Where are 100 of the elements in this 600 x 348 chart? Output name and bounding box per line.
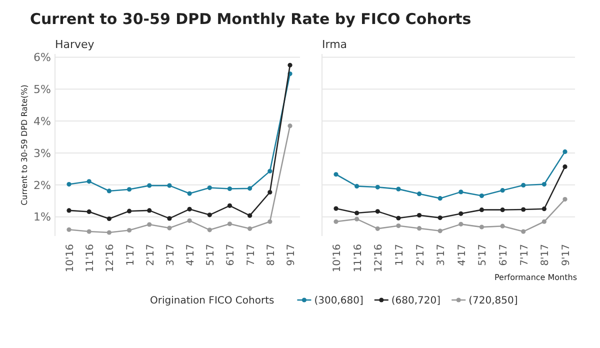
x-tick-label: 2'17	[145, 244, 156, 266]
legend-label: (680,720]	[391, 296, 441, 306]
point	[187, 191, 192, 196]
chart-subtitle: Harvey	[55, 38, 95, 51]
point	[479, 208, 484, 212]
y-tick-label: 2%	[34, 178, 51, 192]
x-tick-label: 12'16	[374, 244, 385, 272]
y-tick-label: 1%	[34, 210, 51, 224]
point	[147, 208, 152, 213]
point	[86, 229, 92, 234]
x-tick-label: 10'16	[332, 244, 343, 272]
point	[334, 206, 338, 211]
point	[438, 216, 442, 220]
point	[248, 226, 252, 231]
x-tick-label: 7'17	[246, 244, 257, 266]
x-tick-label: 10'16	[65, 244, 76, 272]
legend-label: (720,850]	[468, 296, 518, 306]
x-tick-label: 9'17	[561, 244, 572, 266]
x-tick-label: 6'17	[226, 244, 237, 266]
point	[207, 228, 212, 232]
point	[288, 62, 292, 68]
point	[562, 164, 568, 170]
x-tick-label: 7'17	[519, 244, 530, 266]
y-tick-label: 3%	[34, 146, 51, 160]
point	[126, 228, 132, 233]
x-tick-label: 8'17	[540, 244, 552, 266]
y-tick-label: 4%	[34, 114, 51, 128]
chart-subtitle: Irma	[322, 38, 348, 51]
point	[354, 184, 360, 188]
point	[416, 226, 422, 231]
point	[187, 218, 192, 223]
x-tick-label: 9'17	[286, 244, 297, 266]
y-tick-label: 6%	[34, 51, 51, 64]
point	[227, 186, 232, 192]
point	[458, 190, 464, 194]
point	[375, 226, 380, 231]
point	[396, 223, 401, 228]
point	[106, 216, 112, 222]
x-tick-label: 3'17	[165, 244, 176, 266]
point	[86, 179, 92, 184]
point	[207, 185, 212, 190]
point	[227, 203, 232, 208]
point	[438, 196, 442, 201]
point	[86, 209, 92, 214]
point	[167, 226, 172, 230]
x-tick-label: 5'17	[478, 244, 489, 266]
point	[479, 224, 484, 230]
point	[562, 196, 568, 202]
x-tick-label: 1'17	[394, 244, 406, 266]
point	[268, 168, 272, 174]
x-tick-label: 12'16	[105, 244, 116, 272]
point	[126, 208, 132, 214]
x-tick-label: 3'17	[436, 244, 448, 266]
point	[542, 219, 546, 224]
point	[375, 209, 380, 214]
point	[500, 224, 505, 228]
point	[187, 206, 192, 212]
point	[354, 210, 360, 216]
point	[438, 228, 442, 234]
point	[268, 219, 272, 224]
point	[66, 182, 72, 187]
point	[521, 229, 526, 234]
point	[396, 216, 401, 220]
point	[500, 188, 505, 193]
point	[521, 182, 526, 188]
point	[500, 208, 505, 212]
x-tick-label: 2'17	[415, 244, 426, 266]
point	[479, 193, 484, 198]
point	[334, 219, 338, 224]
point	[147, 222, 152, 227]
x-tick-label: 8'17	[266, 244, 277, 266]
point	[66, 208, 72, 213]
point	[521, 207, 526, 212]
point	[375, 184, 380, 190]
x-tick-label: 5'17	[206, 244, 217, 266]
x-tick-label: 11'16	[352, 244, 364, 272]
point	[562, 149, 568, 154]
point	[416, 212, 422, 218]
point	[66, 227, 72, 232]
point	[106, 230, 112, 235]
point	[227, 222, 232, 226]
x-axis-title: Performance Months	[494, 273, 577, 282]
point	[396, 186, 401, 192]
point	[354, 216, 360, 222]
legend-title: Origination FICO Cohorts	[150, 296, 274, 306]
point	[126, 187, 132, 192]
point	[167, 183, 172, 188]
x-tick-label: 4'17	[186, 244, 197, 266]
x-tick-label: 1'17	[125, 244, 136, 266]
point	[268, 190, 272, 195]
point	[106, 188, 112, 194]
point	[458, 222, 464, 226]
x-tick-label: 4'17	[456, 244, 468, 266]
y-tick-label: 5%	[34, 82, 51, 96]
point	[458, 211, 464, 216]
point	[147, 183, 152, 188]
x-tick-label: 6'17	[498, 244, 510, 266]
chart-title: Current to 30-59 DPD Monthly Rate by FICO Cohorts	[30, 10, 472, 28]
y-axis-title: Current to 30-59 DPD Rate(%)	[20, 84, 29, 206]
x-tick-label: 11'16	[85, 244, 96, 272]
